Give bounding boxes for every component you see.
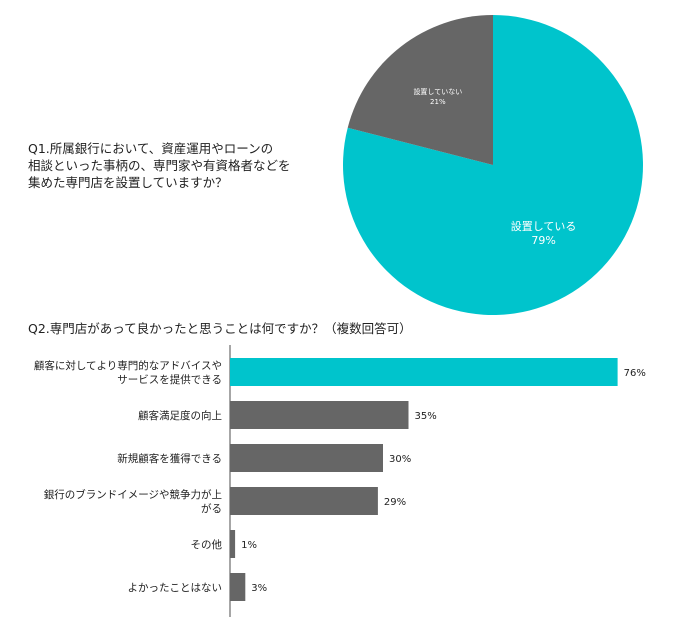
bar bbox=[230, 530, 236, 558]
category-label: サービスを提供できる bbox=[117, 373, 222, 386]
bar bbox=[230, 401, 409, 429]
q1-title-line: 集めた専門店を設置していますか？ bbox=[28, 175, 228, 190]
pie-label: 設置している bbox=[511, 219, 577, 233]
bar bbox=[230, 487, 378, 515]
pie-slice bbox=[347, 15, 493, 165]
bar-value-label: 35% bbox=[415, 411, 437, 422]
pie-value-label: 79% bbox=[531, 234, 555, 247]
bar-value-label: 76% bbox=[624, 368, 646, 379]
pie-value-label: 21% bbox=[430, 98, 446, 106]
bar bbox=[230, 573, 246, 601]
bar bbox=[230, 358, 618, 386]
category-label: 銀行のブランドイメージや競争力が上 bbox=[44, 488, 222, 501]
q2-title: Q2.専門店があって良かったと思うことは何ですか？（複数回答可） bbox=[28, 321, 412, 336]
pie-slice bbox=[343, 15, 643, 316]
category-label: 顧客に対してより専門的なアドバイスや bbox=[34, 359, 222, 372]
q1-title-line: Q1.所属銀行において、資産運用やローンの bbox=[28, 141, 274, 156]
bar-value-label: 30% bbox=[389, 454, 411, 465]
bar-value-label: 3% bbox=[251, 583, 267, 594]
q1-title: Q1.所属銀行において、資産運用やローンの 相談といった事柄の、専門家や有資格者… bbox=[28, 140, 328, 191]
bar bbox=[230, 444, 383, 472]
bar-value-label: 29% bbox=[384, 497, 406, 508]
category-label: がる bbox=[201, 502, 222, 515]
pie-label: 設置していない bbox=[413, 87, 462, 96]
category-label: その他 bbox=[191, 538, 223, 551]
category-label: 新規顧客を獲得できる bbox=[117, 452, 222, 465]
bar-value-label: 1% bbox=[241, 540, 257, 551]
category-label: 顧客満足度の向上 bbox=[138, 409, 222, 422]
category-label: よかったことはない bbox=[128, 582, 223, 594]
q1-title-line: 相談といった事柄の、専門家や有資格者などを bbox=[28, 158, 291, 173]
